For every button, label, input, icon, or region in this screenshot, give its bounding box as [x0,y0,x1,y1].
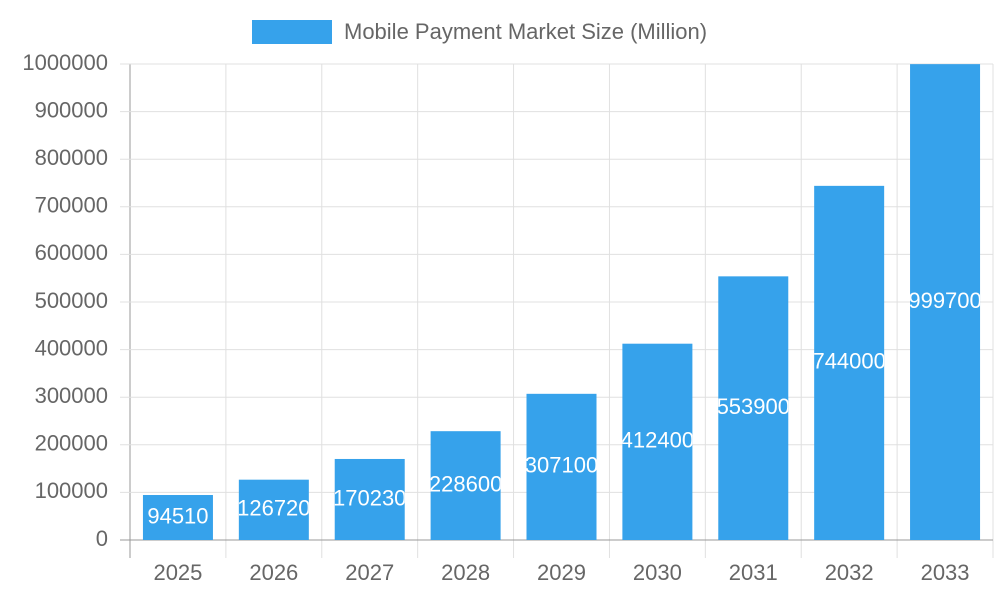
bar [718,276,789,540]
y-tick-label: 900000 [35,97,108,122]
y-tick-label: 400000 [35,335,108,360]
y-tick-label: 300000 [35,383,108,408]
y-tick-label: 1000000 [22,50,108,75]
data-label: 307100 [525,453,598,478]
legend-swatch [252,20,332,44]
y-tick-label: 600000 [35,240,108,265]
y-tick-label: 200000 [35,431,108,456]
data-label: 126720 [237,496,310,521]
data-label: 170230 [333,485,406,510]
x-tick-label: 2033 [921,560,970,585]
data-label: 553900 [717,394,790,419]
data-label: 999700 [908,288,981,313]
y-tick-label: 700000 [35,193,108,218]
x-tick-label: 2026 [249,560,298,585]
data-label: 228600 [429,471,502,496]
legend-label: Mobile Payment Market Size (Million) [344,19,707,44]
x-tick-label: 2027 [345,560,394,585]
bar [142,495,213,540]
x-tick-label: 2030 [633,560,682,585]
y-tick-label: 100000 [35,478,108,503]
x-tick-label: 2029 [537,560,586,585]
bar [238,479,309,540]
bar [430,431,501,540]
bar [622,343,693,540]
y-tick-label: 500000 [35,288,108,313]
data-label: 744000 [812,349,885,374]
y-tick-label: 0 [96,526,108,551]
x-tick-label: 2032 [825,560,874,585]
bar [910,64,981,541]
data-label: 94510 [147,503,208,528]
x-tick-label: 2031 [729,560,778,585]
bar [334,458,405,540]
y-tick-label: 800000 [35,145,108,170]
data-label: 412400 [621,428,694,453]
x-tick-label: 2028 [441,560,490,585]
x-tick-label: 2025 [153,560,202,585]
bar [526,393,597,540]
bar [814,185,885,540]
